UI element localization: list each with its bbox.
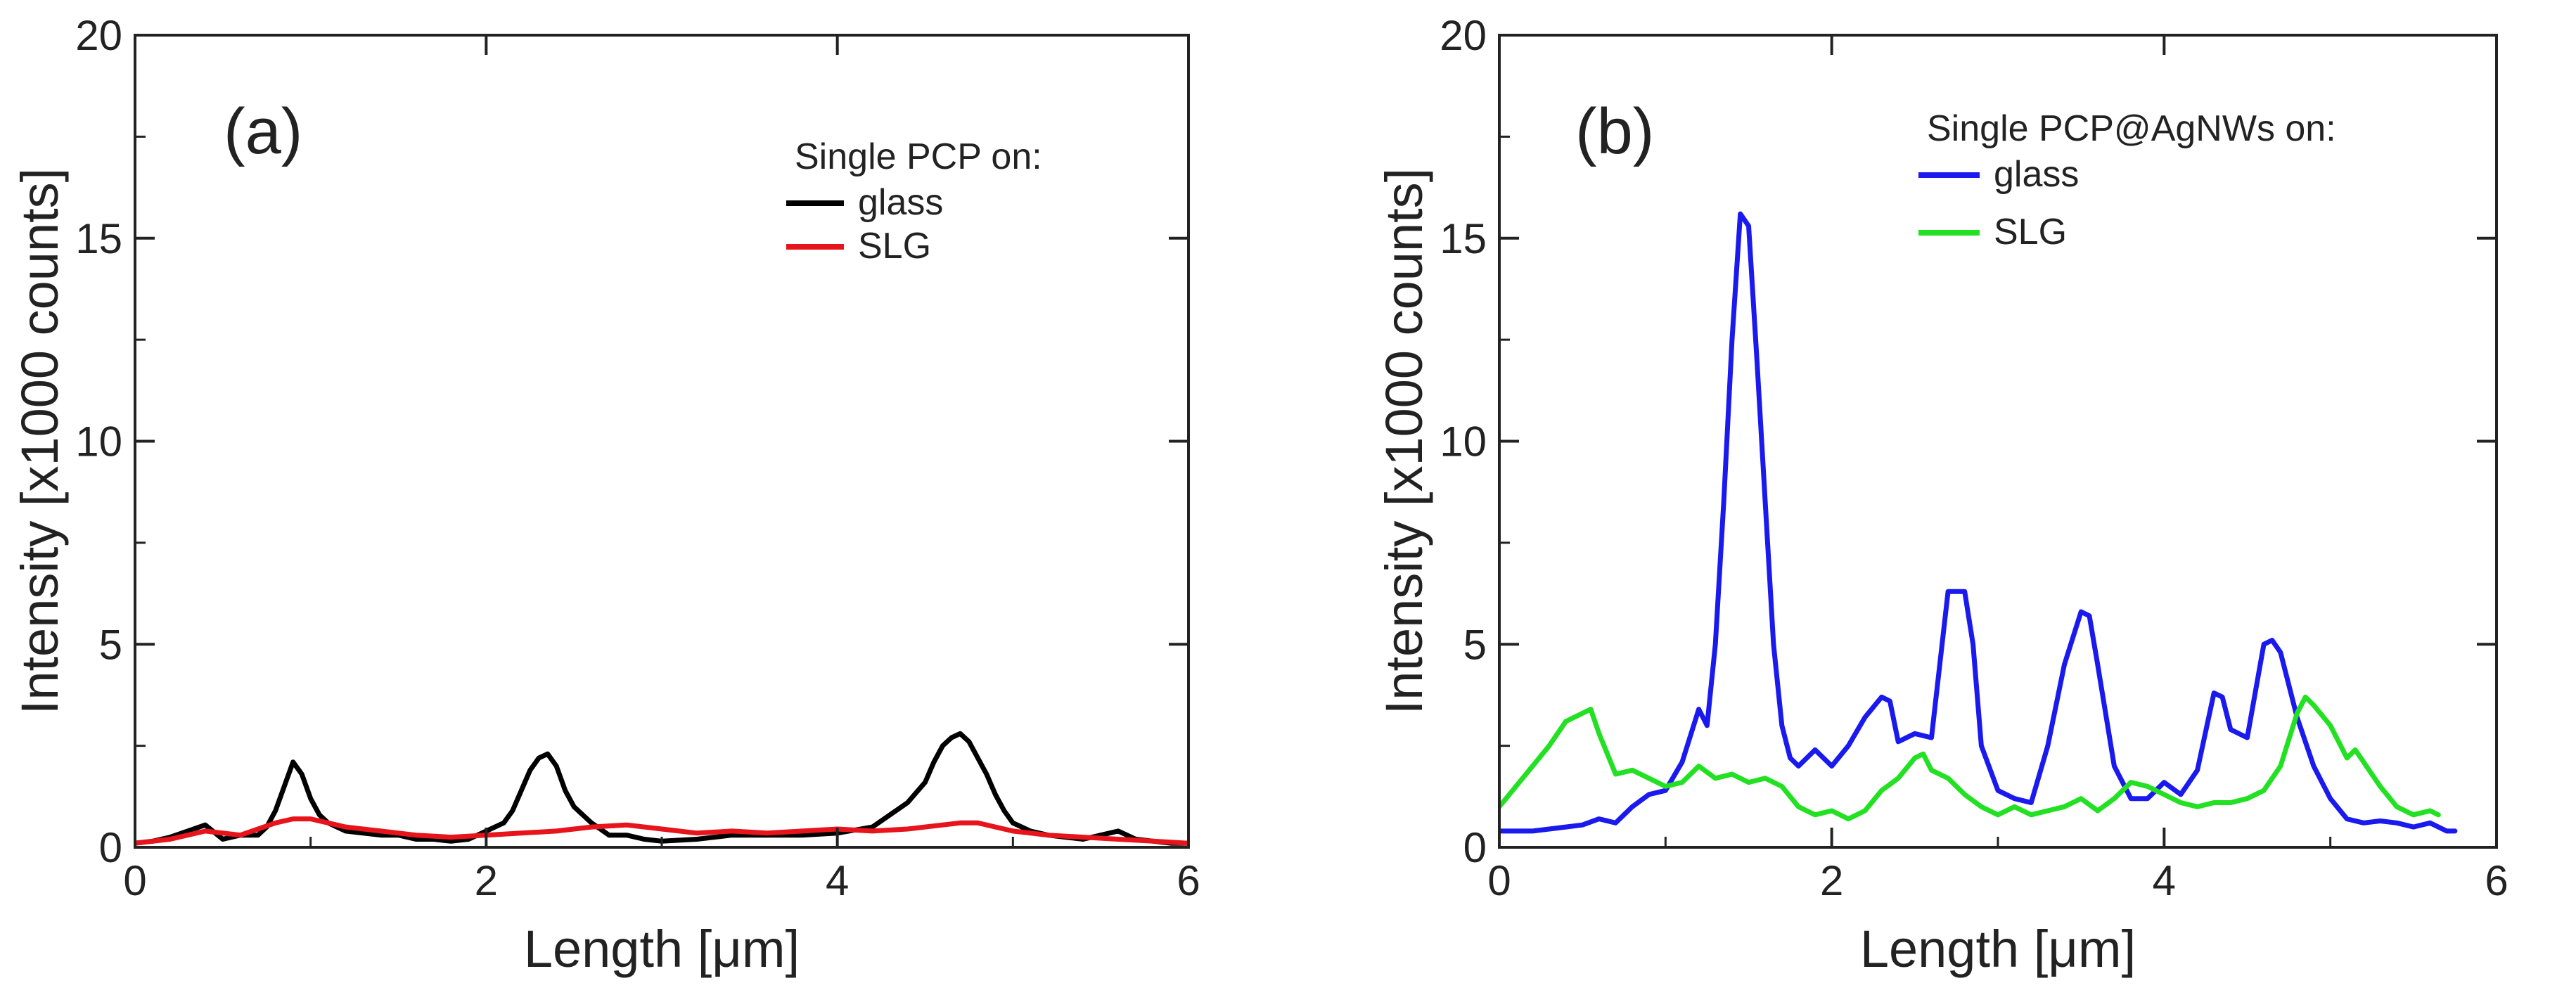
panel-a: 0 2 4 6 0 5 10 15 20 Length [μm] Intensity [x1000 … <box>11 12 1200 978</box>
y-tick-label: 10 <box>1440 418 1487 465</box>
legend: Single PCP@AgNWs on: glass SLG <box>1918 108 2336 252</box>
x-tick-label: 2 <box>475 857 498 904</box>
y-tick-label: 5 <box>1463 621 1487 668</box>
series-line-glass <box>135 731 1188 846</box>
legend-label-glass: glass <box>858 182 943 223</box>
y-tick-label: 20 <box>75 12 122 59</box>
y-tick-label: 15 <box>1440 215 1487 262</box>
x-tick-label: 6 <box>1177 857 1200 904</box>
panel-b: 0 2 4 6 0 5 10 15 20 Length [μm] Intensity [x1000 … <box>1375 12 2508 978</box>
y-tick-label: 15 <box>75 215 122 262</box>
y-tick-label: 10 <box>75 418 122 465</box>
legend-label-slg: SLG <box>1994 212 2067 252</box>
y-axis-title: Intensity [x1000 counts] <box>1375 168 1433 714</box>
series-line-glass <box>1499 211 2458 834</box>
series-line-slg <box>1499 694 2441 822</box>
y-tick-label: 0 <box>99 824 122 871</box>
x-tick-label: 6 <box>2485 857 2508 904</box>
panel-label: (b) <box>1575 96 1654 167</box>
y-tick-label: 5 <box>99 621 122 668</box>
x-axis-title: Length [μm] <box>1860 920 2136 978</box>
x-axis-title: Length [μm] <box>524 920 800 978</box>
legend-label-glass: glass <box>1994 154 2079 195</box>
panel-label: (a) <box>224 96 302 167</box>
y-tick-label: 0 <box>1463 824 1487 871</box>
x-tick-label: 2 <box>1820 857 1843 904</box>
y-axis-title: Intensity [x1000 counts] <box>11 168 69 714</box>
legend-label-slg: SLG <box>858 226 931 266</box>
x-tick-label: 4 <box>2153 857 2176 904</box>
legend-title: Single PCP@AgNWs on: <box>1927 108 2336 149</box>
legend-title: Single PCP on: <box>795 136 1042 177</box>
x-tick-label: 4 <box>826 857 849 904</box>
series-line-slg <box>135 816 1188 846</box>
y-tick-label: 20 <box>1440 12 1487 59</box>
x-tick-label: 0 <box>123 857 146 904</box>
x-tick-label: 0 <box>1487 857 1511 904</box>
